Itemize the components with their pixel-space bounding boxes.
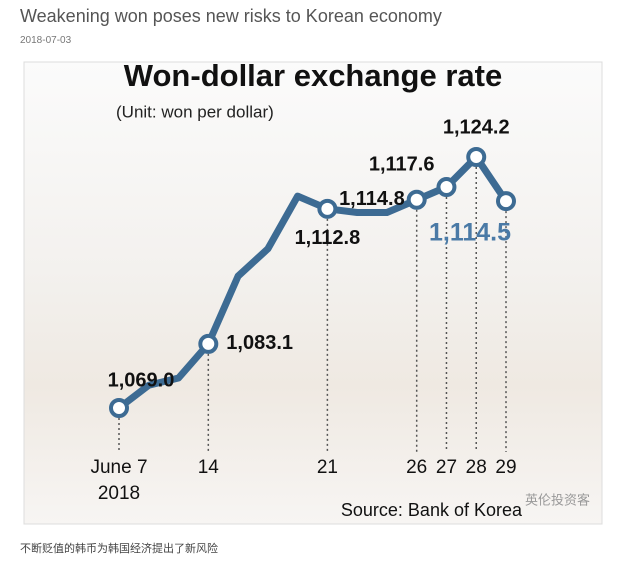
point-marker (496, 191, 516, 212)
x-tick-label: 14 (198, 457, 220, 478)
point-marker (406, 189, 427, 210)
chart-frame (23, 61, 603, 525)
article-date: 2018-07-03 (20, 35, 72, 46)
point-marker (109, 398, 129, 418)
x-tick-label: 29 (495, 457, 516, 478)
value-label: 1,114.5 (429, 219, 511, 247)
value-label: 1,112.8 (295, 227, 361, 249)
point-marker (436, 177, 457, 198)
x-tick-label: 28 (466, 457, 487, 478)
point-marker (317, 198, 338, 219)
chart-subtitle: (Unit: won per dollar) (116, 102, 274, 121)
point-marker (466, 147, 487, 167)
chart-title: Won-dollar exchange rate (124, 58, 502, 93)
value-label: 1,069.0 (108, 369, 175, 391)
article-title: Weakening won poses new risks to Korean … (20, 6, 442, 26)
point-marker (198, 333, 219, 354)
value-label: 1,114.8 (339, 188, 405, 210)
value-label: 1,117.6 (369, 153, 435, 175)
chart: Won-dollar exchange rate (Unit: won per … (23, 58, 603, 525)
value-label: 1,083.1 (226, 332, 293, 354)
caption: 不断贬值的韩币为韩国经济提出了新风险 (20, 542, 218, 555)
watermark: 英伦投资客 (525, 493, 590, 509)
x-tick-label: June 7 (90, 457, 147, 478)
value-label: 1,124.2 (443, 116, 510, 138)
x-year-label: 2018 (98, 483, 140, 504)
x-tick-label: 21 (317, 457, 338, 478)
x-tick-label: 27 (436, 457, 457, 478)
x-tick-label: 26 (406, 457, 427, 478)
source: Source: Bank of Korea (341, 500, 523, 520)
